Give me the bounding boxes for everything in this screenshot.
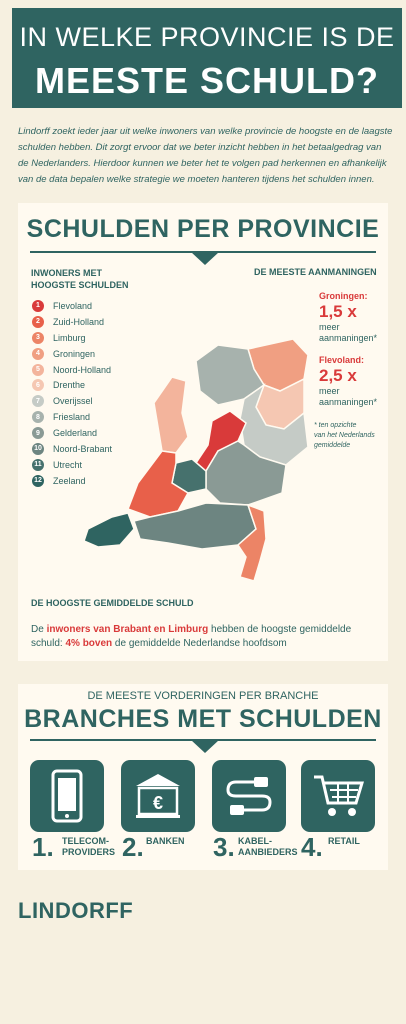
branch-label: RETAIL xyxy=(328,836,360,847)
branch-label-line1: BANKEN xyxy=(146,836,185,846)
list-item: 6 Drenthe xyxy=(32,377,112,393)
header-title-line1: IN WELKE PROVINCIE IS DE xyxy=(19,22,395,52)
map-noord-holland xyxy=(153,376,189,454)
intro-text: Lindorff zoekt ieder jaar uit welke inwo… xyxy=(18,126,393,185)
map-overijssel xyxy=(239,383,309,466)
list-item: 8 Friesland xyxy=(32,409,112,425)
map-zuid-holland xyxy=(127,450,190,518)
rank-badge: 2 xyxy=(32,315,44,328)
branch-label-line1: KABEL- xyxy=(238,836,272,846)
phone-icon xyxy=(30,760,104,832)
svg-text:€: € xyxy=(153,793,163,813)
branch-label-line2: PROVIDERS xyxy=(62,847,116,857)
province-name: Flevoland xyxy=(53,300,93,311)
text-highlight: 4% boven xyxy=(65,638,113,649)
rank-badge: 5 xyxy=(32,363,44,376)
map-zeeland xyxy=(83,512,135,548)
province-name: Limburg xyxy=(53,332,86,343)
province-name: Zeeland xyxy=(53,475,86,486)
province-name: Drenthe xyxy=(53,380,86,391)
title-pointer xyxy=(191,252,219,265)
rank-badge: 3 xyxy=(32,331,44,344)
hoogste-schuld-text: De inwoners van Brabant en Limburg hebbe… xyxy=(31,623,381,651)
list-item: 10 Noord-Brabant xyxy=(32,441,112,457)
list-item: 1 Flevoland xyxy=(32,298,112,314)
text-part: de gemiddelde Nederlandse hoofdsom xyxy=(112,638,287,649)
province-name: Gelderland xyxy=(53,428,98,439)
text-part: De xyxy=(31,624,47,635)
stat-province: Flevoland: xyxy=(319,355,365,365)
stat-province: Groningen: xyxy=(319,291,368,301)
cable-icon xyxy=(212,760,286,832)
province-name: Noord-Holland xyxy=(53,364,112,375)
stat-groningen: Groningen: 1,5 x meer aanmaningen* xyxy=(319,291,377,344)
provincie-panel: SCHULDEN PER PROVINCIE INWONERS MET HOOG… xyxy=(18,203,388,661)
branch-number: 1. xyxy=(32,832,54,862)
rank-badge: 8 xyxy=(32,411,44,424)
title-pointer xyxy=(191,740,219,753)
list-item: 11 Utrecht xyxy=(32,457,112,473)
stat-value: 1,5 x xyxy=(319,302,357,321)
lindorff-logo: LINDORFF xyxy=(18,898,134,923)
ranking-heading: INWONERS MET HOOGSTE SCHULDEN xyxy=(31,267,129,291)
bank-icon: € xyxy=(121,760,195,832)
branch-label: KABEL- AANBIEDERS xyxy=(238,836,298,858)
provincie-title: SCHULDEN PER PROVINCIE xyxy=(26,215,380,243)
ranking-list: 1 Flevoland 2 Zuid-Holland 3 Limburg 4 Groni… xyxy=(32,298,112,489)
rank-badge: 6 xyxy=(32,379,44,392)
footnote: * ten opzichte van het Nederlands gemidd… xyxy=(314,421,375,451)
map-limburg xyxy=(237,503,267,582)
stat-flevoland: Flevoland: 2,5 x meer aanmaningen* xyxy=(319,355,377,408)
branch-number: 3. xyxy=(213,832,235,862)
rank-badge: 4 xyxy=(32,347,44,360)
list-item: 12 Zeeland xyxy=(32,473,112,489)
text-highlight: inwoners van Brabant en Limburg xyxy=(46,624,209,635)
ranking-heading-line1: INWONERS MET xyxy=(31,268,102,278)
branch-label-line1: TELECOM- xyxy=(62,836,109,846)
footnote-line1: * ten opzichte xyxy=(314,422,357,429)
footnote-line3: gemiddelde xyxy=(314,442,351,449)
province-name: Noord-Brabant xyxy=(53,443,113,454)
rank-badge: 11 xyxy=(32,458,44,471)
branches-panel: DE MEESTE VORDERINGEN PER BRANCHE BRANCH… xyxy=(18,684,388,870)
province-name: Overijssel xyxy=(53,396,93,407)
province-name: Zuid-Holland xyxy=(53,316,105,327)
rank-badge: 10 xyxy=(32,442,44,455)
list-item: 4 Groningen xyxy=(32,346,112,362)
branch-number: 2. xyxy=(122,832,144,862)
province-name: Friesland xyxy=(53,412,91,423)
stat-label-line2: aanmaningen* xyxy=(319,333,378,343)
text-part: hebben de hoogste gemiddelde schuld: xyxy=(31,624,352,649)
rank-badge: 9 xyxy=(32,427,44,440)
branch-label: TELECOM- PROVIDERS xyxy=(62,836,115,858)
branches-kicker: DE MEESTE VORDERINGEN PER BRANCHE xyxy=(87,690,319,702)
footnote-line2: van het Nederlands xyxy=(314,432,375,439)
stat-value: 2,5 x xyxy=(319,366,357,385)
list-item: 5 Noord-Holland xyxy=(32,362,112,378)
netherlands-map xyxy=(83,338,309,582)
list-item: 7 Overijssel xyxy=(32,393,112,409)
branch-label-line1: RETAIL xyxy=(328,836,360,846)
header-title-line2: MEESTE SCHULD? xyxy=(34,60,379,101)
branches-title: BRANCHES MET SCHULDEN xyxy=(24,705,382,733)
stat-label-line2: aanmaningen* xyxy=(319,397,378,407)
cart-icon xyxy=(301,760,375,832)
rank-badge: 12 xyxy=(32,474,44,487)
rank-badge: 1 xyxy=(32,299,44,312)
branch-label: BANKEN xyxy=(146,836,185,847)
branch-number: 4. xyxy=(301,832,323,862)
list-item: 9 Gelderland xyxy=(32,425,112,441)
list-item: 2 Zuid-Holland xyxy=(32,314,112,330)
hoogste-schuld-heading: DE HOOGSTE GEMIDDELDE SCHULD xyxy=(31,598,194,608)
province-name: Groningen xyxy=(53,348,96,359)
ranking-heading-line2: HOOGSTE SCHULDEN xyxy=(31,280,129,290)
stat-label-line1: meer xyxy=(319,386,340,396)
header-banner: IN WELKE PROVINCIE IS DE MEESTE SCHULD? xyxy=(12,8,402,108)
branch-label-line2: AANBIEDERS xyxy=(238,847,298,857)
province-name: Utrecht xyxy=(53,459,83,470)
list-item: 3 Limburg xyxy=(32,330,112,346)
rank-badge: 7 xyxy=(32,395,44,408)
stat-label-line1: meer xyxy=(319,322,340,332)
aanmaningen-heading: DE MEESTE AANMANINGEN xyxy=(254,267,377,277)
